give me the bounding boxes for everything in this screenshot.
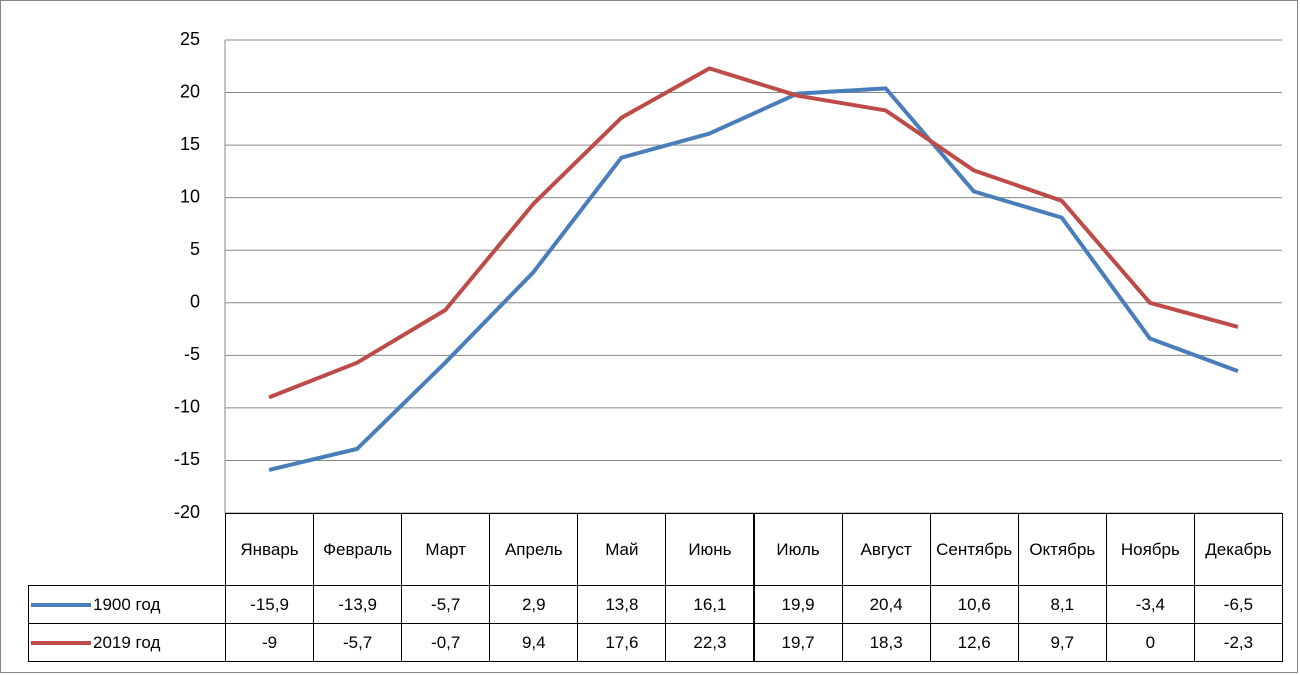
table-value: -3,4 xyxy=(1105,585,1195,624)
y-tick-label: 25 xyxy=(180,29,200,49)
y-tick-label: -5 xyxy=(184,344,200,364)
table-value: 10,6 xyxy=(929,585,1019,624)
table-value: 12,6 xyxy=(929,623,1019,662)
table-value: 19,7 xyxy=(753,623,843,662)
legend-label: 2019 год xyxy=(93,632,161,652)
category-cell: Август xyxy=(841,513,931,586)
table-value: 2,9 xyxy=(489,585,579,624)
category-cell: Октябрь xyxy=(1017,513,1107,586)
table-value: -0,7 xyxy=(401,623,491,662)
y-tick-label: -20 xyxy=(174,502,200,522)
table-value: -5,7 xyxy=(313,623,403,662)
y-tick-label: 0 xyxy=(190,292,200,312)
category-cell: Март xyxy=(401,513,491,586)
y-tick-label: -15 xyxy=(174,449,200,469)
table-value: 9,4 xyxy=(489,623,579,662)
y-tick-label: 20 xyxy=(180,81,200,101)
category-cell: Июль xyxy=(753,513,843,586)
table-value: 0 xyxy=(1105,623,1195,662)
y-tick-label: 10 xyxy=(180,186,200,206)
y-tick-label: -10 xyxy=(174,397,200,417)
table-value: -9 xyxy=(225,623,315,662)
legend-cell: 1900 год xyxy=(28,585,226,624)
category-cell: Декабрь xyxy=(1193,513,1283,586)
legend-swatch xyxy=(31,602,91,607)
table-value: 18,3 xyxy=(841,623,931,662)
legend-cell: 2019 год xyxy=(28,623,226,662)
y-tick-label: 5 xyxy=(190,239,200,259)
category-cell: Май xyxy=(577,513,667,586)
y-tick-label: 15 xyxy=(180,134,200,154)
table-value: 13,8 xyxy=(577,585,667,624)
table-value: -5,7 xyxy=(401,585,491,624)
legend-swatch xyxy=(31,640,91,645)
series-line xyxy=(268,86,1239,472)
table-value: 9,7 xyxy=(1017,623,1107,662)
table-value: 17,6 xyxy=(577,623,667,662)
series-line xyxy=(268,66,1239,400)
category-cell: Апрель xyxy=(489,513,579,586)
legend-label: 1900 год xyxy=(93,594,161,614)
category-cell: Ноябрь xyxy=(1105,513,1195,586)
table-value: 8,1 xyxy=(1017,585,1107,624)
table-value: -15,9 xyxy=(225,585,315,624)
table-value: 19,9 xyxy=(753,585,843,624)
category-cell: Февраль xyxy=(313,513,403,586)
table-value: 20,4 xyxy=(841,585,931,624)
category-cell: Июнь xyxy=(665,513,755,586)
table-value: -2,3 xyxy=(1193,623,1283,662)
table-value: 16,1 xyxy=(665,585,755,624)
table-value: 22,3 xyxy=(665,623,755,662)
table-value: -6,5 xyxy=(1193,585,1283,624)
table-value: -13,9 xyxy=(313,585,403,624)
category-cell: Сентябрь xyxy=(929,513,1019,586)
category-cell: Январь xyxy=(225,513,315,586)
